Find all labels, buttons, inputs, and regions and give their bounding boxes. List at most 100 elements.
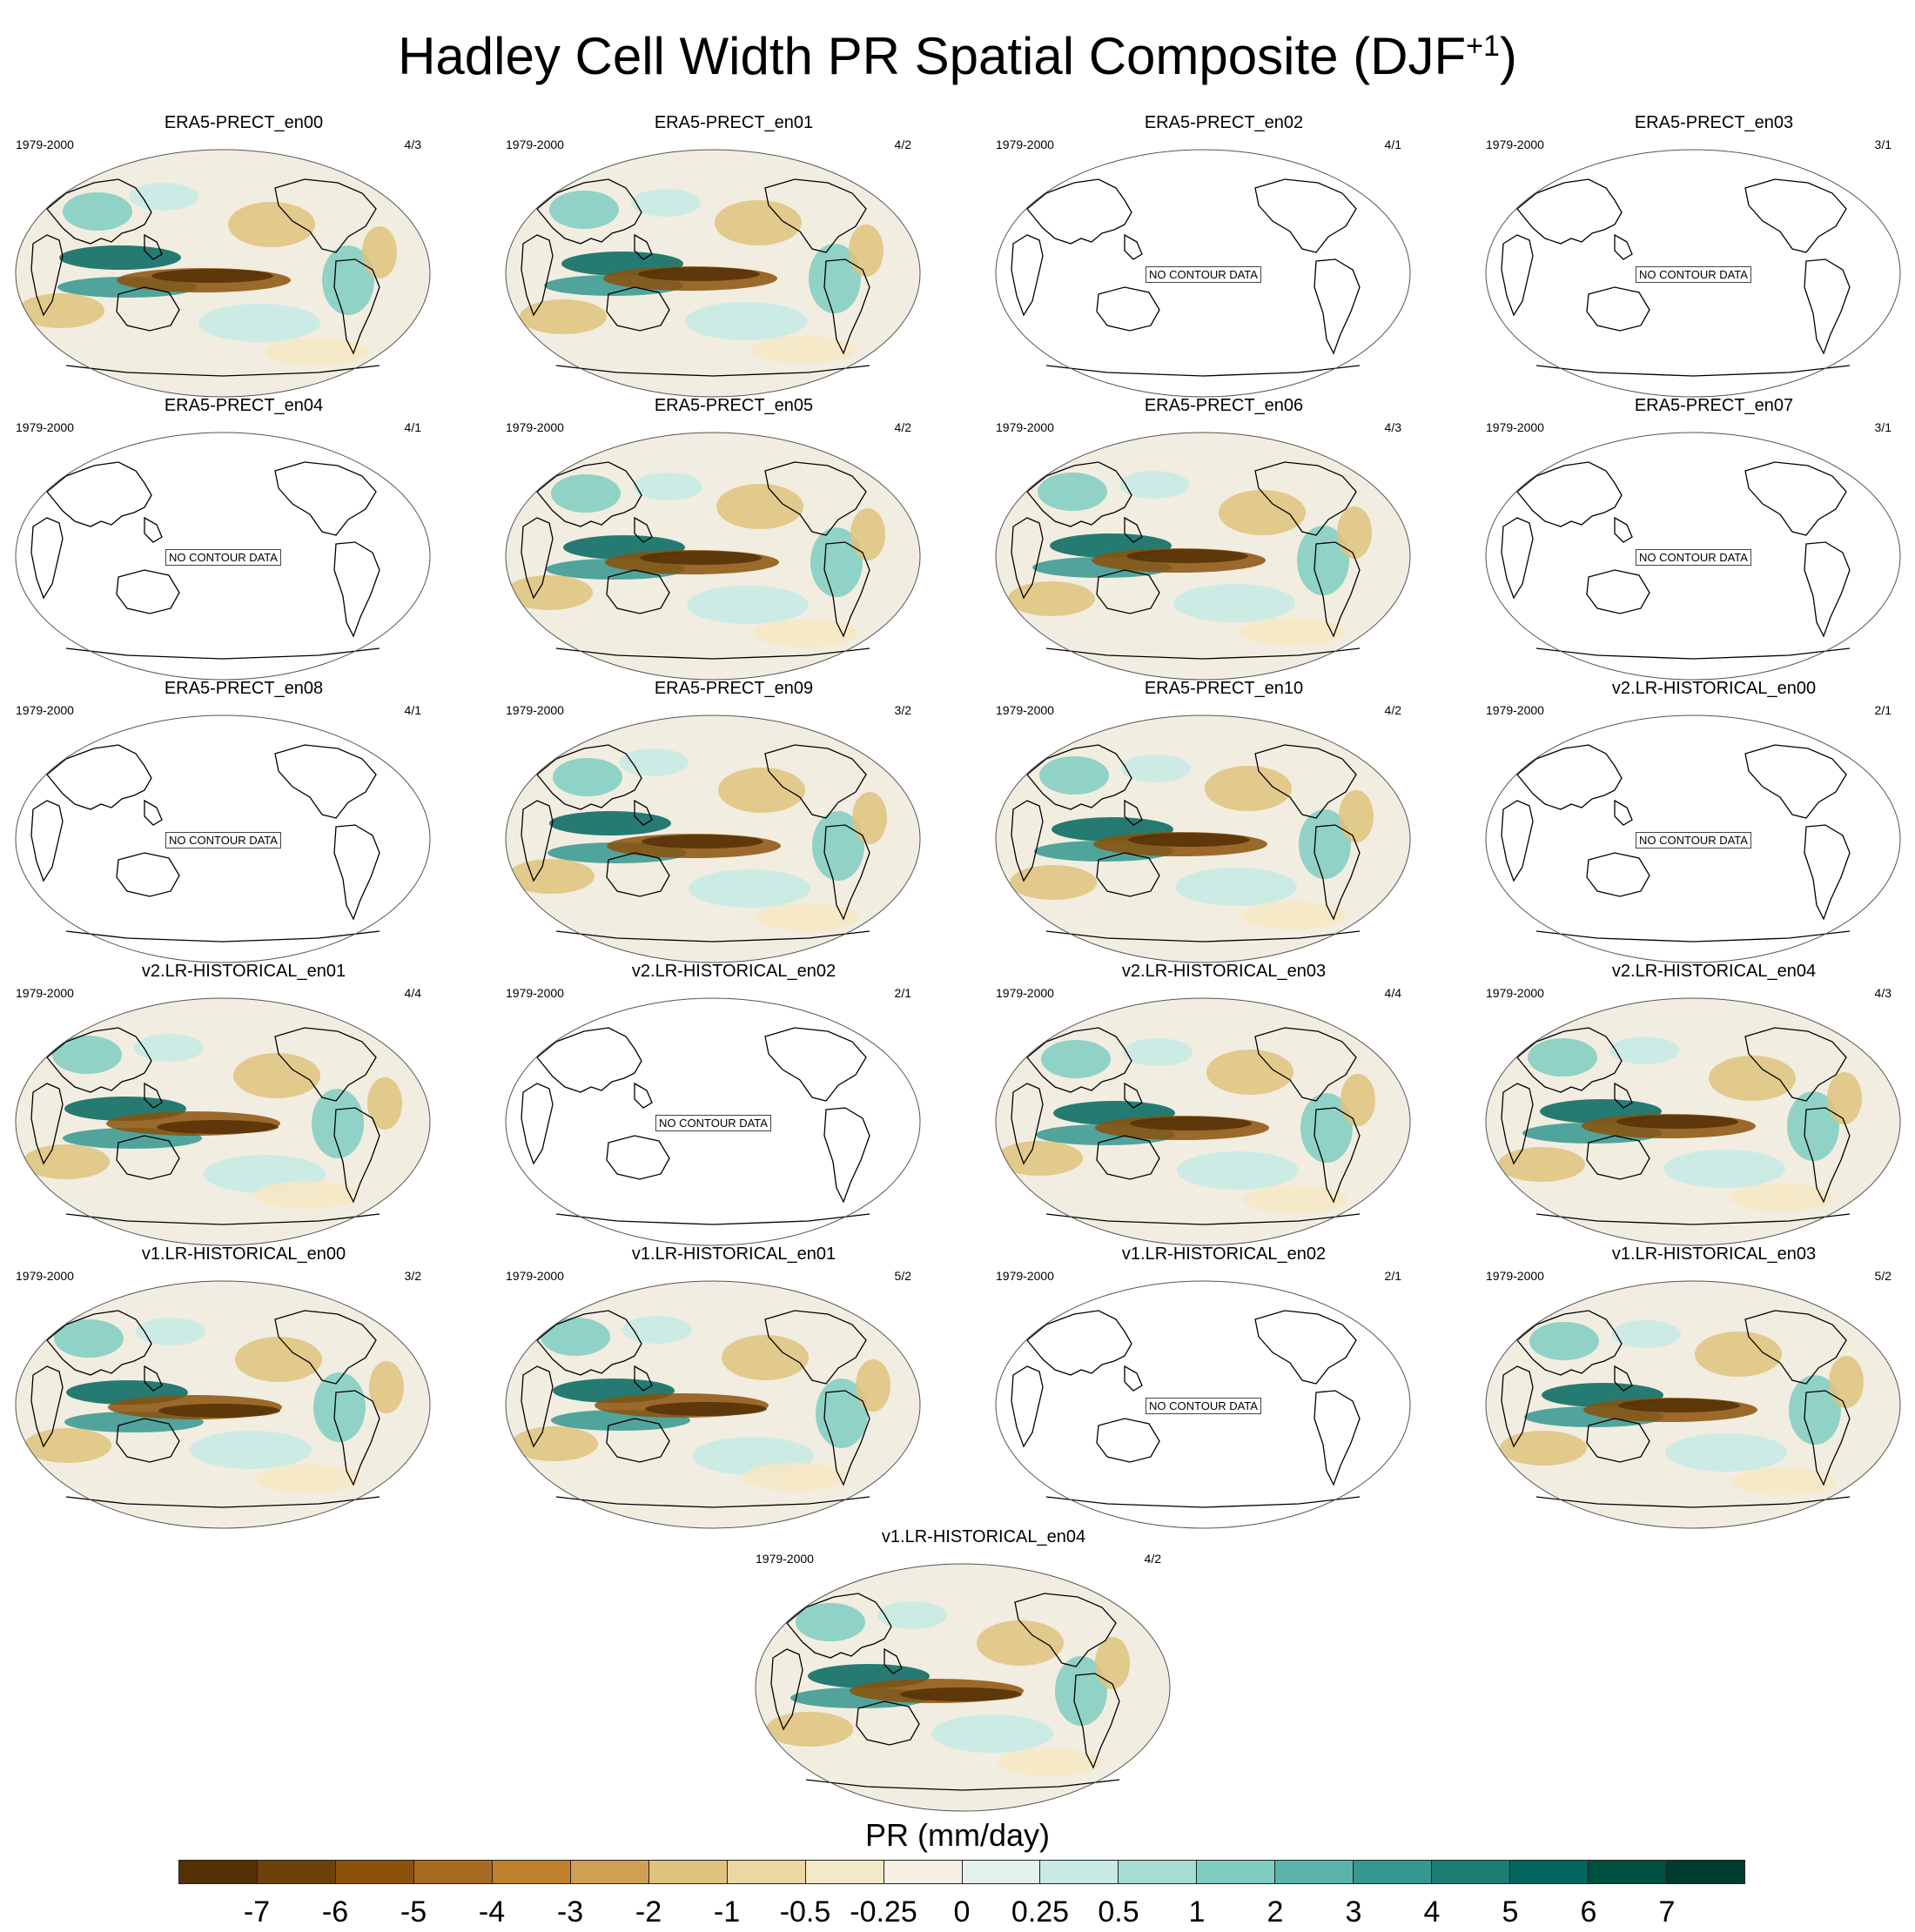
coastline [30, 1365, 64, 1448]
coastline [555, 365, 870, 377]
coastline [1314, 1107, 1361, 1204]
coastline [805, 1779, 1120, 1791]
precip-anomaly-region [190, 1431, 312, 1469]
precip-field [16, 150, 430, 397]
coastline [274, 178, 377, 253]
coastline [1516, 744, 1623, 810]
precip-field [506, 433, 920, 680]
precip-anomaly-region [506, 575, 593, 610]
panel-ratio: 2/1 [894, 986, 911, 1000]
coastline [606, 569, 670, 614]
coastline [1096, 1418, 1160, 1463]
precip-anomaly-region [52, 1036, 122, 1074]
precip-anomaly-region [1039, 756, 1109, 795]
precip-anomaly-region [362, 226, 397, 278]
precip-anomaly-region [367, 1077, 402, 1130]
coastline [634, 516, 653, 543]
coastline [1501, 234, 1534, 317]
precip-anomaly-region [520, 299, 607, 334]
precip-anomaly-region [1206, 1050, 1293, 1095]
colorbar: PR (mm/day) -7 -6 -5 -4 -3 -2 -1 -0.5 -0.25 0 0.25… [0, 1810, 1915, 1932]
map-panel: v2.LR-HISTORICAL_en01 1979-2000 4/4 [0, 962, 487, 1246]
panel-title: v2.LR-HISTORICAL_en00 [1611, 679, 1817, 698]
panel-ratio: 3/2 [894, 703, 911, 717]
coastline [333, 1390, 380, 1486]
coastline [606, 286, 670, 332]
precip-anomaly-region [640, 551, 762, 565]
colorbar-tick-label: 2 [1267, 1895, 1284, 1929]
coastline [1011, 1083, 1044, 1165]
colorbar-tick-label: 3 [1345, 1895, 1362, 1929]
coastline [1045, 1496, 1361, 1508]
colorbar-swatch [179, 1861, 258, 1883]
precip-anomaly-region [1665, 1433, 1787, 1472]
precip-field [506, 150, 920, 397]
precip-anomaly-region [1339, 790, 1374, 842]
panel-ratio: 3/2 [404, 1269, 421, 1283]
precip-anomaly-region [157, 1120, 279, 1134]
coastline [634, 233, 653, 260]
precip-anomaly-region [1498, 1147, 1585, 1182]
precip-anomaly-region [1616, 1115, 1738, 1129]
map-panel: ERA5-PRECT_en06 1979-2000 4/3 [980, 396, 1468, 681]
precip-anomaly-region [549, 811, 671, 835]
panel-period: 1979-2000 [996, 138, 1054, 151]
panel-title: ERA5-PRECT_en09 [654, 679, 814, 698]
coastline [1614, 1082, 1633, 1109]
coastline [116, 852, 180, 897]
colorbar-swatch [257, 1861, 336, 1883]
coastline [1124, 233, 1143, 260]
coastline [764, 1310, 867, 1385]
coastline [1586, 1135, 1650, 1180]
map-outline [15, 997, 431, 1246]
map-outline [995, 714, 1411, 963]
panel-title: v1.LR-HISTORICAL_en00 [141, 1244, 346, 1264]
map-panel: v2.LR-HISTORICAL_en00 1979-2000 2/1 NO CONT… [1470, 679, 1915, 963]
panel-period: 1979-2000 [1486, 703, 1544, 717]
coastline [1011, 517, 1044, 600]
coastline [333, 1107, 380, 1204]
coastline [1254, 461, 1357, 536]
precip-anomaly-region [17, 293, 104, 328]
precip-anomaly-region [1243, 1185, 1347, 1213]
precip-anomaly-region [1010, 865, 1097, 900]
coastline [606, 1135, 670, 1180]
coastline [1535, 1496, 1851, 1508]
coastline [1314, 541, 1361, 638]
precip-anomaly-region [1829, 1356, 1864, 1408]
panel-ratio: 4/4 [404, 986, 421, 1000]
precip-anomaly-region [685, 302, 807, 340]
coastline [30, 234, 64, 317]
colorbar-swatch [805, 1861, 884, 1883]
coastline [1254, 1310, 1357, 1385]
coastline [1124, 799, 1143, 826]
panel-ratio: 5/2 [1874, 1269, 1891, 1283]
coastline [1744, 1027, 1847, 1102]
precip-field [996, 998, 1410, 1245]
coastline [764, 744, 867, 819]
coastline [521, 1365, 554, 1448]
coastline [764, 461, 867, 536]
map-panel: ERA5-PRECT_en02 1979-2000 4/1 NO CONTOUR DA… [980, 113, 1468, 398]
coastline [1744, 744, 1847, 819]
precip-anomaly-region [63, 192, 132, 231]
precip-anomaly-region [1126, 549, 1248, 563]
panel-title: v1.LR-HISTORICAL_en01 [631, 1244, 837, 1264]
map-globe [15, 997, 431, 1246]
map-panel: v1.LR-HISTORICAL_en04 1979-2000 4/2 [740, 1527, 1227, 1812]
panel-ratio: 4/1 [404, 703, 421, 717]
coastline [1614, 233, 1633, 260]
coastline [65, 647, 380, 660]
map-globe [1485, 1280, 1901, 1529]
precip-anomaly-region [856, 1359, 890, 1412]
precip-field [996, 433, 1410, 680]
coastline [1804, 824, 1851, 921]
colorbar-tick-label: -6 [321, 1895, 349, 1929]
coastline [274, 1027, 377, 1102]
map-outline [15, 149, 431, 398]
colorbar-swatch [727, 1861, 806, 1883]
panel-ratio: 4/1 [404, 420, 421, 434]
coastline [1124, 1365, 1143, 1392]
coastline [521, 517, 554, 600]
precip-anomaly-region [1177, 1151, 1299, 1190]
